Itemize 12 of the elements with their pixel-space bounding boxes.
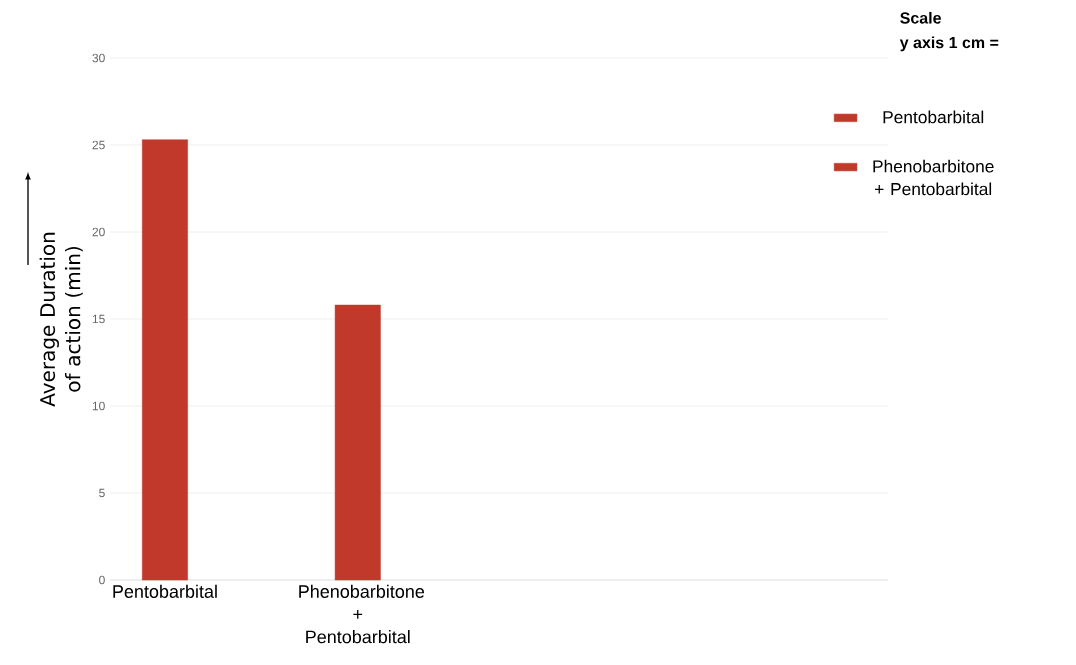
y-tick-label: 5 [99,488,105,498]
y-tick-label: 15 [92,314,105,324]
legend-label: Pentobarbital [883,110,984,124]
y-tick-label: 30 [92,53,105,63]
y-tick-label: 20 [92,227,105,237]
y-axis-title: Average Duration of action (min) [39,232,83,407]
text: y axis 1 cm = [899,36,999,52]
text: Scale [900,11,941,24]
legend-label: Phenobarbitone + Pentobarbital [873,159,994,196]
y-tick-label: 0 [99,575,105,585]
y-tick-label: 25 [92,140,105,150]
y-tick-label: 10 [92,401,105,411]
